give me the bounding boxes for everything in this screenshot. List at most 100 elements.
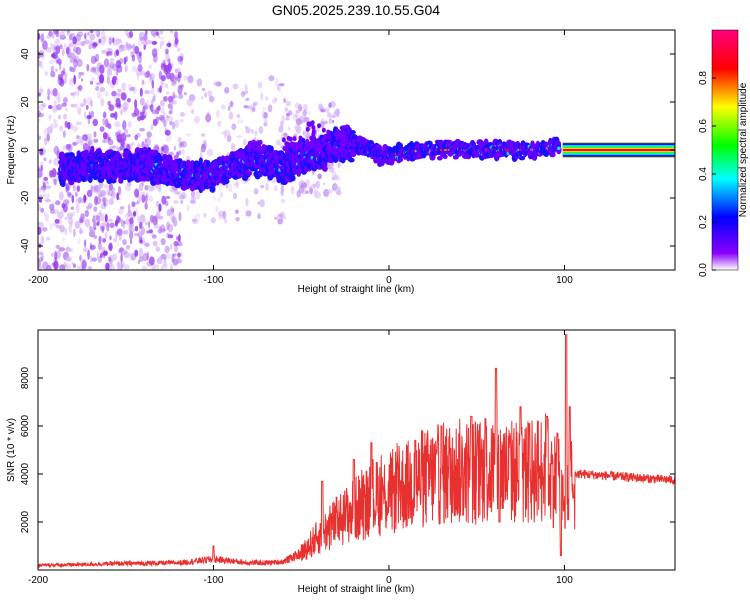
noise-blob: [53, 30, 59, 35]
noise-speck: [38, 188, 42, 192]
noise-speck: [84, 209, 90, 218]
snr-ytick-label: 8000: [20, 366, 31, 389]
noise-blob: [139, 111, 145, 116]
noise-blob: [107, 51, 113, 56]
noise-speck: [61, 102, 67, 107]
noise-speck: [186, 98, 193, 107]
noise-speck: [50, 65, 55, 73]
noise-speck: [62, 199, 70, 205]
noise-speck: [284, 107, 289, 112]
noise-speck: [116, 40, 123, 44]
noise-speck: [39, 251, 45, 256]
noise-blob: [55, 45, 61, 55]
noise-blob: [134, 225, 139, 232]
noise-speck: [172, 95, 178, 99]
noise-speck: [76, 265, 82, 270]
noise-speck: [138, 31, 145, 40]
noise-speck: [83, 97, 87, 106]
spectrogram-ytick-label: -40: [20, 238, 31, 253]
noise-speck: [236, 113, 241, 118]
noise-speck: [194, 212, 201, 221]
noise-blob: [165, 48, 169, 55]
noise-speck: [38, 135, 42, 141]
noise-speck: [71, 52, 76, 61]
noise-speck: [89, 227, 92, 233]
noise-speck: [141, 265, 148, 270]
noise-blob: [144, 30, 148, 35]
noise-blob: [160, 238, 166, 246]
ridge-mark: [198, 157, 203, 164]
noise-speck: [44, 71, 48, 76]
noise-blob: [86, 189, 93, 198]
noise-blob: [157, 105, 161, 111]
noise-speck: [40, 254, 44, 262]
noise-speck: [59, 44, 63, 50]
noise-blob: [171, 253, 175, 263]
noise-blob: [53, 260, 59, 270]
noise-speck: [332, 171, 337, 175]
noise-speck: [89, 255, 93, 264]
noise-speck: [135, 208, 139, 216]
noise-speck: [123, 129, 129, 135]
noise-blob: [66, 30, 71, 34]
noise-speck: [158, 216, 164, 220]
plume-mark: [321, 137, 326, 143]
plume-mark: [305, 126, 310, 132]
noise-blob: [54, 250, 58, 261]
noise-speck: [75, 204, 80, 213]
noise-speck: [46, 236, 51, 241]
noise-speck: [170, 243, 173, 251]
plume-mark: [334, 132, 339, 138]
noise-speck: [335, 108, 340, 117]
noise-speck: [265, 182, 269, 192]
noise-blob: [72, 141, 77, 146]
noise-speck: [300, 179, 305, 186]
noise-blob: [174, 76, 178, 81]
noise-speck: [141, 181, 145, 187]
noise-speck: [279, 120, 284, 128]
colorbar-tick-label: 0.0: [698, 263, 709, 277]
noise-speck: [77, 238, 81, 244]
noise-speck: [280, 198, 286, 204]
noise-speck: [82, 246, 87, 253]
noise-blob: [62, 97, 68, 104]
plume-mark: [284, 141, 289, 147]
noise-speck: [151, 234, 157, 239]
noise-speck: [226, 134, 232, 143]
noise-speck: [155, 200, 160, 208]
noise-blob: [101, 226, 105, 233]
noise-blob: [108, 182, 113, 191]
noise-speck: [235, 209, 239, 214]
noise-speck: [164, 245, 170, 254]
noise-speck: [141, 79, 144, 86]
noise-speck: [322, 181, 326, 186]
snr-xtick-label: -200: [28, 575, 48, 586]
noise-speck: [150, 87, 155, 95]
noise-speck: [39, 236, 45, 245]
noise-speck: [79, 103, 85, 108]
noise-blob: [49, 169, 54, 178]
noise-speck: [159, 30, 164, 35]
noise-speck: [52, 122, 59, 129]
snr-panel: -200 -100 0 100 2000 4000 6000 8000 Height of s…: [6, 329, 676, 595]
noise-speck: [106, 188, 111, 196]
noise-speck: [317, 173, 322, 180]
noise-blob: [115, 59, 122, 69]
noise-speck: [303, 108, 307, 117]
noise-speck: [143, 32, 148, 42]
noise-speck: [260, 184, 265, 189]
noise-speck: [326, 112, 332, 118]
noise-speck: [48, 59, 55, 65]
noise-speck: [144, 201, 148, 210]
noise-blob: [103, 58, 110, 68]
noise-blob: [122, 120, 127, 130]
noise-speck: [261, 106, 267, 111]
ridge-mark: [398, 157, 404, 163]
ridge-mark: [158, 155, 163, 162]
noise-speck: [122, 229, 129, 235]
noise-speck: [144, 221, 148, 226]
noise-speck: [297, 103, 303, 112]
noise-speck: [190, 197, 197, 201]
noise-speck: [227, 183, 233, 193]
